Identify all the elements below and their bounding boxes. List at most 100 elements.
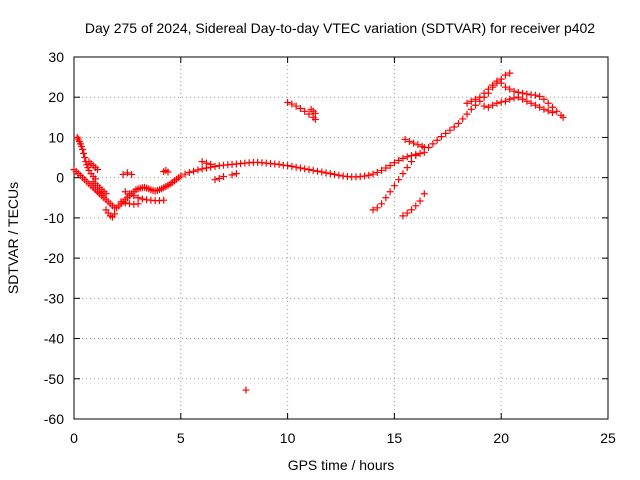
data-point (510, 87, 518, 95)
data-point (93, 166, 101, 174)
data-point (123, 169, 131, 177)
x-tick-label: 10 (280, 430, 296, 446)
data-point (98, 192, 106, 200)
series-evening-rise (425, 69, 567, 151)
data-point (128, 170, 136, 178)
data-point (305, 110, 313, 118)
data-point (536, 92, 544, 100)
data-point (544, 99, 552, 107)
data-point (527, 99, 535, 107)
grid-lines (74, 57, 608, 419)
data-point (386, 162, 394, 170)
data-point (420, 144, 428, 151)
series-outlier (242, 386, 250, 394)
data-point (523, 97, 531, 105)
data-point (228, 171, 236, 179)
data-point (164, 168, 172, 176)
data-point (198, 158, 206, 166)
data-point (493, 77, 501, 85)
data-point (506, 69, 514, 77)
data-point (390, 182, 398, 190)
data-point (81, 154, 89, 162)
y-tick-label: -20 (44, 250, 64, 266)
data-point (121, 199, 129, 207)
data-point (501, 97, 509, 105)
data-point (454, 119, 462, 127)
data-point (318, 168, 326, 176)
data-point (416, 197, 424, 205)
x-tick-label: 25 (600, 430, 616, 446)
data-point (540, 95, 548, 103)
data-point (433, 136, 441, 144)
data-point (531, 101, 539, 109)
data-point (301, 107, 309, 115)
data-point (190, 167, 198, 175)
y-tick-label: 30 (48, 49, 64, 65)
data-point (181, 170, 189, 178)
data-point (480, 89, 488, 97)
series-main-trend (70, 148, 428, 212)
data-point (232, 170, 240, 178)
data-point (117, 198, 125, 206)
data-point (493, 99, 501, 107)
data-point (450, 123, 458, 131)
data-point (292, 163, 300, 171)
data-point (399, 154, 407, 162)
data-point (335, 171, 343, 179)
data-point (390, 159, 398, 167)
data-point (510, 94, 518, 102)
data-point (134, 200, 142, 208)
data-point (365, 171, 373, 179)
data-point (242, 386, 250, 394)
data-point (536, 103, 544, 111)
data-point (403, 164, 411, 172)
data-point (548, 109, 556, 117)
plot-frame (73, 56, 609, 420)
data-point (102, 190, 110, 198)
x-tick-labels: 0 5 10 15 20 25 (70, 430, 616, 446)
y-tick-label: 0 (56, 170, 64, 186)
data-point (284, 162, 292, 170)
data-point (314, 167, 322, 175)
data-point (403, 153, 411, 161)
data-point (378, 166, 386, 174)
data-point (480, 102, 488, 110)
x-tick-label: 0 (70, 430, 78, 446)
data-point (130, 192, 138, 200)
data-point (369, 206, 377, 214)
data-point (412, 202, 420, 210)
y-tick-label: -40 (44, 331, 64, 347)
data-point (484, 103, 492, 111)
data-point (553, 107, 561, 115)
data-point (403, 209, 411, 217)
series-falling-branches (369, 135, 428, 220)
data-point (177, 172, 185, 180)
data-point (412, 152, 420, 160)
data-point (489, 101, 497, 109)
data-point (198, 165, 206, 173)
y-tick-label: 20 (48, 89, 64, 105)
data-point (284, 98, 292, 106)
data-point (373, 204, 381, 212)
data-point (531, 91, 539, 99)
data-point (395, 156, 403, 164)
data-point (79, 146, 87, 154)
data-point (288, 162, 296, 170)
data-point (501, 71, 509, 79)
data-point (373, 168, 381, 176)
data-point (489, 81, 497, 89)
data-point (311, 115, 319, 123)
y-tick-label: -30 (44, 290, 64, 306)
data-point (540, 105, 548, 113)
data-point (185, 168, 193, 176)
data-point (382, 194, 390, 202)
data-point (410, 139, 418, 147)
data-point (459, 115, 467, 123)
data-point (111, 210, 119, 218)
data-point (296, 164, 304, 172)
data-point (414, 141, 422, 149)
data-point (211, 162, 219, 170)
data-point (386, 188, 394, 196)
data-point (207, 160, 215, 168)
data-point (126, 190, 134, 198)
